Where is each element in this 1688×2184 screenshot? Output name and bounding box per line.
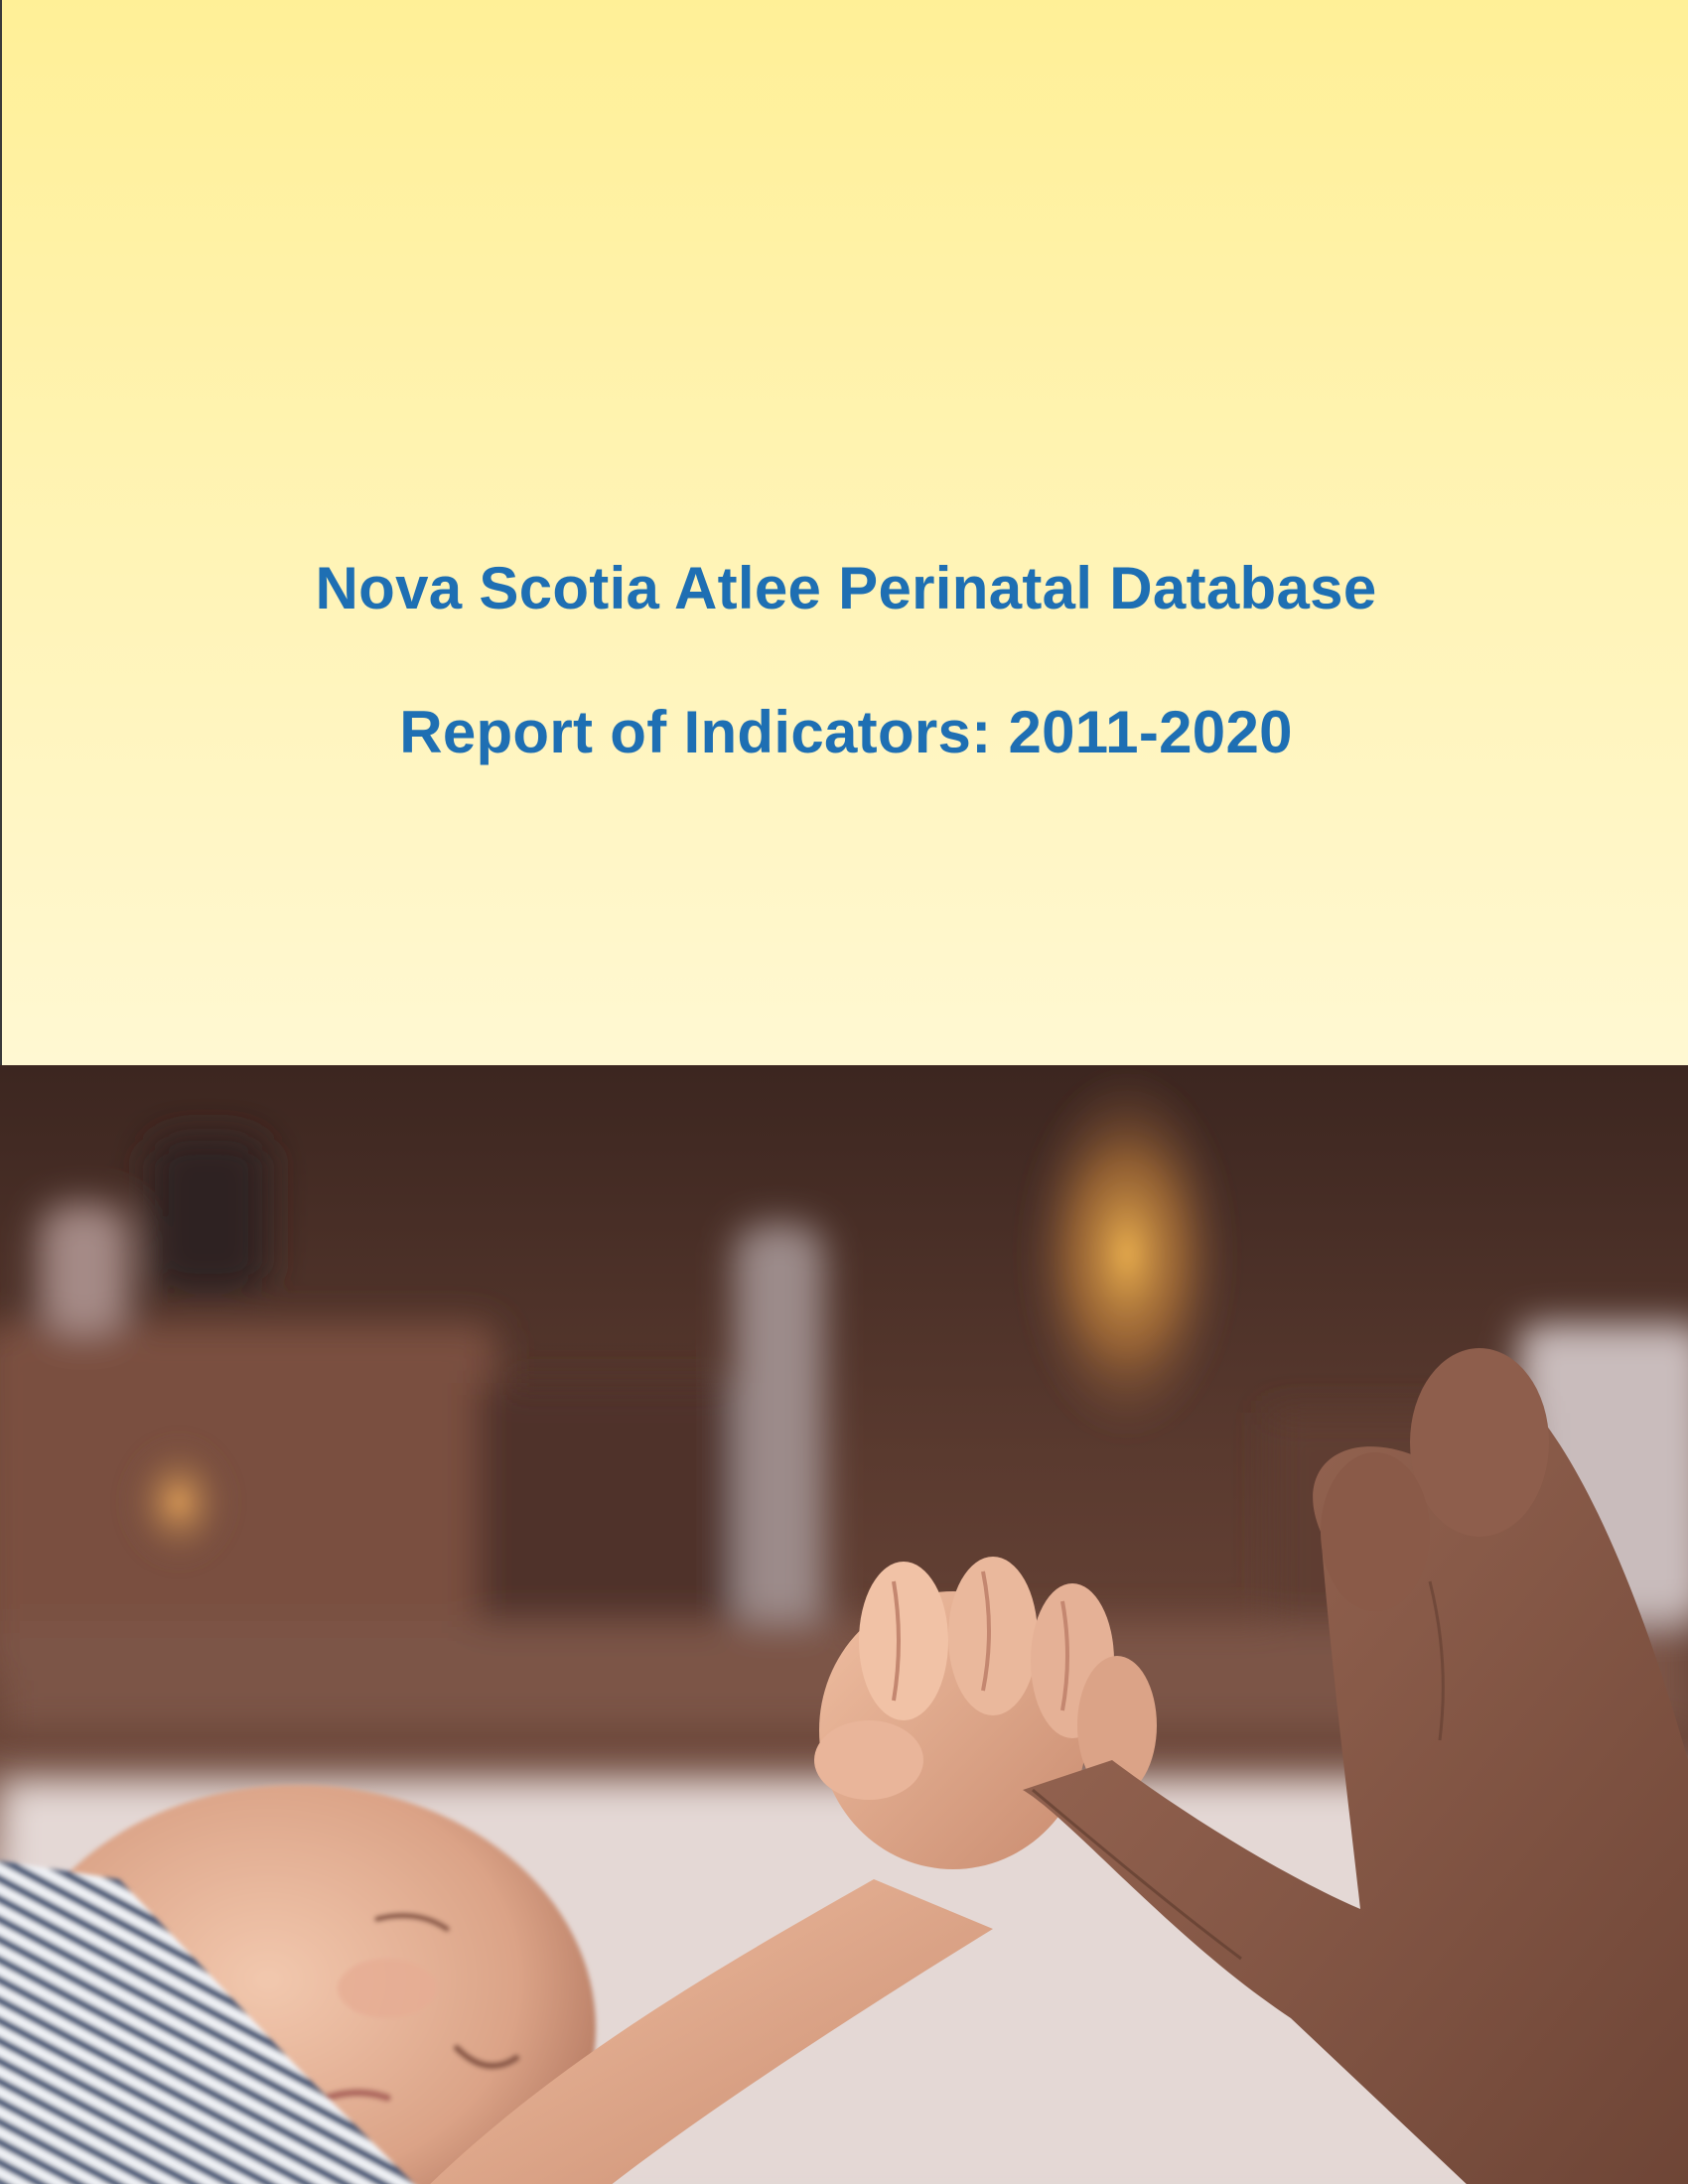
cover-photo <box>0 1065 1688 2184</box>
report-subtitle: Report of Indicators: 2011-2020 <box>399 699 1293 765</box>
report-title: Nova Scotia Atlee Perinatal Database <box>315 555 1377 621</box>
cover-banner: Nova Scotia Atlee Perinatal Database Rep… <box>0 0 1688 1065</box>
